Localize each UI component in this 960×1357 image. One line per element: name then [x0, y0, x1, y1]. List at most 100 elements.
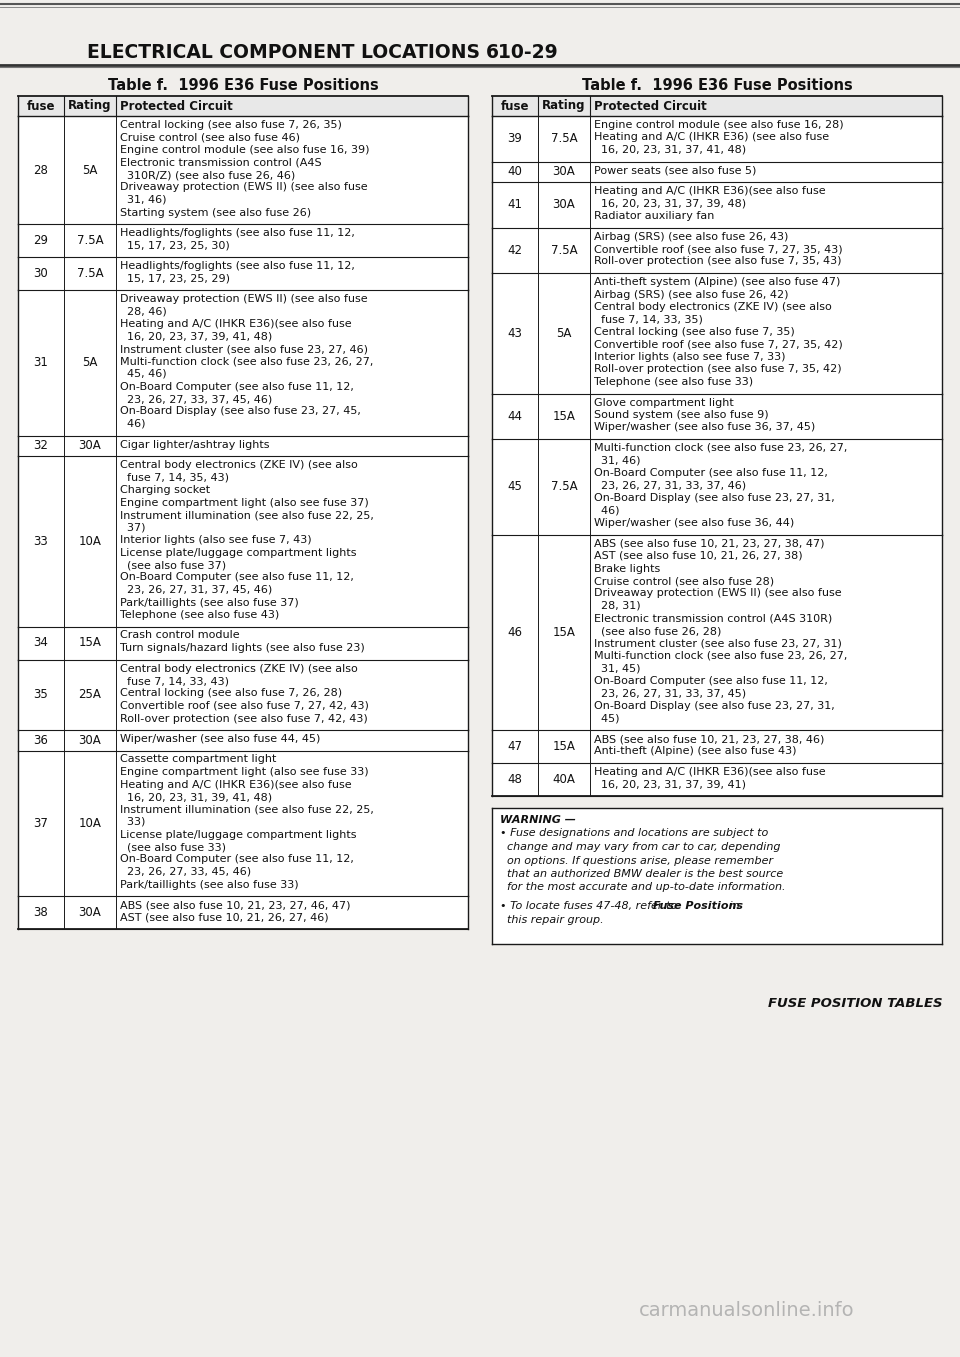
Text: 31, 45): 31, 45)	[594, 664, 640, 673]
Text: License plate/luggage compartment lights: License plate/luggage compartment lights	[120, 829, 356, 840]
Text: Interior lights (also see fuse 7, 33): Interior lights (also see fuse 7, 33)	[594, 351, 785, 362]
Text: 15A: 15A	[553, 740, 575, 753]
Text: Park/taillights (see also fuse 33): Park/taillights (see also fuse 33)	[120, 879, 299, 889]
Text: Protected Circuit: Protected Circuit	[594, 99, 707, 113]
Text: for the most accurate and up-to-date information.: for the most accurate and up-to-date inf…	[500, 882, 785, 893]
Text: Wiper/washer (see also fuse 36, 37, 45): Wiper/washer (see also fuse 36, 37, 45)	[594, 422, 815, 433]
Text: 47: 47	[508, 740, 522, 753]
Text: 5A: 5A	[83, 163, 98, 176]
Text: 16, 20, 23, 31, 37, 41, 48): 16, 20, 23, 31, 37, 41, 48)	[594, 145, 746, 155]
Text: Crash control module: Crash control module	[120, 631, 240, 641]
Text: 36: 36	[34, 734, 48, 746]
Bar	[18, 750, 468, 896]
Text: Roll-over protection (see also fuse 7, 42, 43): Roll-over protection (see also fuse 7, 4…	[120, 714, 368, 723]
Text: 30A: 30A	[553, 166, 575, 178]
Text: 28, 46): 28, 46)	[120, 307, 167, 316]
Text: 5A: 5A	[556, 327, 572, 339]
Text: 5A: 5A	[83, 357, 98, 369]
Text: AST (see also fuse 10, 21, 26, 27, 46): AST (see also fuse 10, 21, 26, 27, 46)	[120, 912, 328, 923]
Text: 46): 46)	[120, 419, 146, 429]
Text: (see also fuse 26, 28): (see also fuse 26, 28)	[594, 626, 721, 636]
Text: (see also fuse 33): (see also fuse 33)	[120, 841, 226, 852]
Bar	[492, 394, 942, 440]
Text: Cruise control (see also fuse 28): Cruise control (see also fuse 28)	[594, 575, 774, 586]
Text: 15A: 15A	[79, 636, 102, 650]
Text: 32: 32	[34, 440, 48, 452]
Text: 42: 42	[508, 244, 522, 256]
Text: 43: 43	[508, 327, 522, 339]
Text: 16, 20, 23, 31, 39, 41, 48): 16, 20, 23, 31, 39, 41, 48)	[120, 792, 272, 802]
Text: Anti-theft (Alpine) (see also fuse 43): Anti-theft (Alpine) (see also fuse 43)	[594, 746, 797, 756]
Text: 41: 41	[508, 198, 522, 212]
Bar	[492, 96, 942, 115]
Text: On-Board Computer (see also fuse 11, 12,: On-Board Computer (see also fuse 11, 12,	[120, 381, 354, 392]
Text: Convertible roof (see also fuse 7, 27, 42, 43): Convertible roof (see also fuse 7, 27, 4…	[120, 702, 369, 711]
Text: Central locking (see also fuse 7, 26, 35): Central locking (see also fuse 7, 26, 35…	[120, 119, 342, 130]
Text: Starting system (see also fuse 26): Starting system (see also fuse 26)	[120, 208, 311, 217]
Text: Protected Circuit: Protected Circuit	[120, 99, 232, 113]
Bar	[492, 228, 942, 273]
Text: 7.5A: 7.5A	[551, 132, 577, 145]
Text: Table f.  1996 E36 Fuse Positions: Table f. 1996 E36 Fuse Positions	[108, 77, 378, 92]
Text: Park/taillights (see also fuse 37): Park/taillights (see also fuse 37)	[120, 597, 299, 608]
Text: 23, 26, 27, 31, 37, 45, 46): 23, 26, 27, 31, 37, 45, 46)	[120, 585, 273, 594]
Text: Radiator auxiliary fan: Radiator auxiliary fan	[594, 210, 714, 221]
Text: in: in	[726, 901, 739, 912]
Text: 29: 29	[34, 233, 49, 247]
Text: Central body electronics (ZKE IV) (see also: Central body electronics (ZKE IV) (see a…	[120, 664, 358, 673]
Text: fuse 7, 14, 33, 35): fuse 7, 14, 33, 35)	[594, 315, 703, 324]
Text: On-Board Display (see also fuse 23, 27, 31,: On-Board Display (see also fuse 23, 27, …	[594, 493, 835, 503]
Text: on options. If questions arise, please remember: on options. If questions arise, please r…	[500, 855, 773, 866]
Text: Multi-function clock (see also fuse 23, 26, 27,: Multi-function clock (see also fuse 23, …	[120, 357, 373, 366]
Text: 15, 17, 23, 25, 30): 15, 17, 23, 25, 30)	[120, 240, 229, 251]
Bar	[18, 730, 468, 750]
Bar	[492, 182, 942, 228]
Text: 31: 31	[34, 357, 48, 369]
Text: 45): 45)	[594, 714, 619, 723]
Text: Instrument cluster (see also fuse 23, 27, 46): Instrument cluster (see also fuse 23, 27…	[120, 345, 368, 354]
Text: 25A: 25A	[79, 688, 102, 702]
Text: On-Board Computer (see also fuse 11, 12,: On-Board Computer (see also fuse 11, 12,	[594, 676, 828, 687]
Text: Headlights/foglights (see also fuse 11, 12,: Headlights/foglights (see also fuse 11, …	[120, 228, 355, 237]
Bar	[18, 224, 468, 256]
Text: On-Board Computer (see also fuse 11, 12,: On-Board Computer (see also fuse 11, 12,	[120, 573, 354, 582]
Text: Convertible roof (see also fuse 7, 27, 35, 43): Convertible roof (see also fuse 7, 27, 3…	[594, 244, 843, 254]
Text: Roll-over protection (see also fuse 7, 35, 43): Roll-over protection (see also fuse 7, 3…	[594, 256, 842, 266]
Text: Electronic transmission control (A4S: Electronic transmission control (A4S	[120, 157, 322, 167]
Text: 15, 17, 23, 25, 29): 15, 17, 23, 25, 29)	[120, 274, 230, 284]
Bar	[18, 896, 468, 930]
Bar	[18, 436, 468, 456]
Text: 44: 44	[508, 410, 522, 423]
Text: 38: 38	[34, 906, 48, 919]
Text: 31, 46): 31, 46)	[120, 195, 166, 205]
Text: Driveaway protection (EWS II) (see also fuse: Driveaway protection (EWS II) (see also …	[120, 182, 368, 193]
Text: Glove compartment light: Glove compartment light	[594, 398, 733, 407]
Text: that an authorized BMW dealer is the best source: that an authorized BMW dealer is the bes…	[500, 868, 783, 879]
Text: Instrument illumination (see also fuse 22, 25,: Instrument illumination (see also fuse 2…	[120, 510, 373, 520]
Text: Rating: Rating	[68, 99, 111, 113]
Text: Multi-function clock (see also fuse 23, 26, 27,: Multi-function clock (see also fuse 23, …	[594, 442, 848, 453]
Text: 33: 33	[34, 535, 48, 548]
Text: ABS (see also fuse 10, 21, 23, 27, 46, 47): ABS (see also fuse 10, 21, 23, 27, 46, 4…	[120, 900, 350, 911]
Text: Engine compartment light (also see fuse 37): Engine compartment light (also see fuse …	[120, 498, 369, 508]
Text: 23, 26, 27, 33, 37, 45, 46): 23, 26, 27, 33, 37, 45, 46)	[120, 394, 273, 404]
Text: 23, 26, 27, 33, 45, 46): 23, 26, 27, 33, 45, 46)	[120, 867, 252, 877]
Text: Instrument illumination (see also fuse 22, 25,: Instrument illumination (see also fuse 2…	[120, 805, 373, 814]
Text: 28: 28	[34, 163, 48, 176]
Text: Central body electronics (ZKE IV) (see also: Central body electronics (ZKE IV) (see a…	[120, 460, 358, 470]
Text: AST (see also fuse 10, 21, 26, 27, 38): AST (see also fuse 10, 21, 26, 27, 38)	[594, 551, 803, 560]
Text: 16, 20, 23, 31, 37, 39, 41): 16, 20, 23, 31, 37, 39, 41)	[594, 779, 746, 790]
Text: Heating and A/C (IHKR E36)(see also fuse: Heating and A/C (IHKR E36)(see also fuse	[120, 779, 351, 790]
Text: Anti-theft system (Alpine) (see also fuse 47): Anti-theft system (Alpine) (see also fus…	[594, 277, 840, 286]
Bar	[18, 290, 468, 436]
Text: 30A: 30A	[553, 198, 575, 212]
Text: Roll-over protection (see also fuse 7, 35, 42): Roll-over protection (see also fuse 7, 3…	[594, 365, 842, 375]
Bar	[492, 535, 942, 730]
Text: 46): 46)	[594, 506, 619, 516]
Text: 7.5A: 7.5A	[77, 233, 104, 247]
Text: 610-29: 610-29	[486, 42, 559, 61]
Text: fuse 7, 14, 33, 43): fuse 7, 14, 33, 43)	[120, 676, 229, 687]
Text: Telephone (see also fuse 43): Telephone (see also fuse 43)	[120, 611, 279, 620]
Text: fuse: fuse	[27, 99, 56, 113]
Text: 23, 26, 27, 31, 33, 37, 45): 23, 26, 27, 31, 33, 37, 45)	[594, 688, 746, 699]
